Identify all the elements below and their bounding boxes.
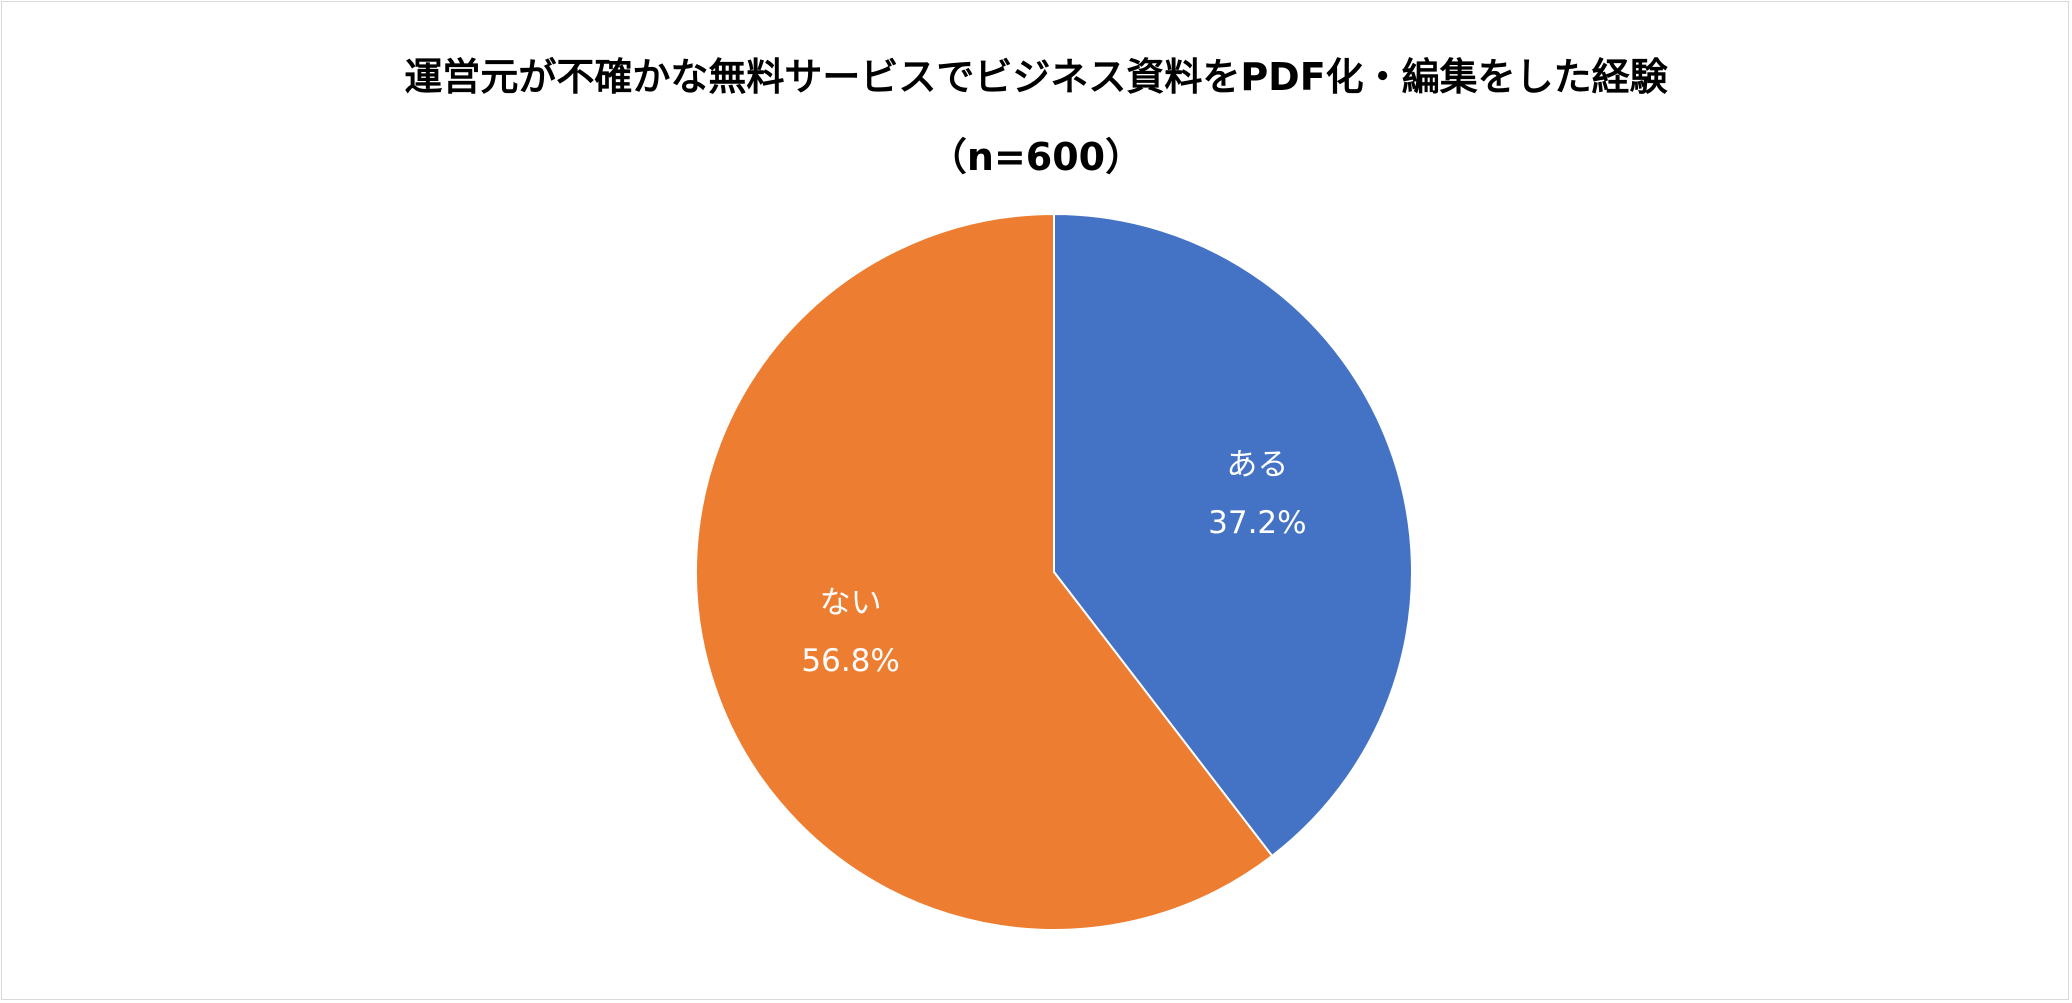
pie-slices — [694, 212, 1413, 931]
pie-slice-0 — [1053, 212, 1413, 858]
chart-title: 運営元が不確かな無料サービスでビジネス資料をPDF化・編集をした経験 — [404, 55, 1668, 99]
slice-category-label-0: ある — [1226, 447, 1288, 483]
slice-value-label-0: 37.2% — [1208, 505, 1306, 541]
pie-labels: ある 37.2% ない 56.8% — [801, 447, 1306, 679]
slice-value-label-1: 56.8% — [801, 643, 899, 679]
slice-category-label-1: ない — [820, 585, 882, 621]
pie-slice-1 — [694, 212, 1274, 931]
chart-subtitle: （n=600） — [928, 135, 1144, 179]
